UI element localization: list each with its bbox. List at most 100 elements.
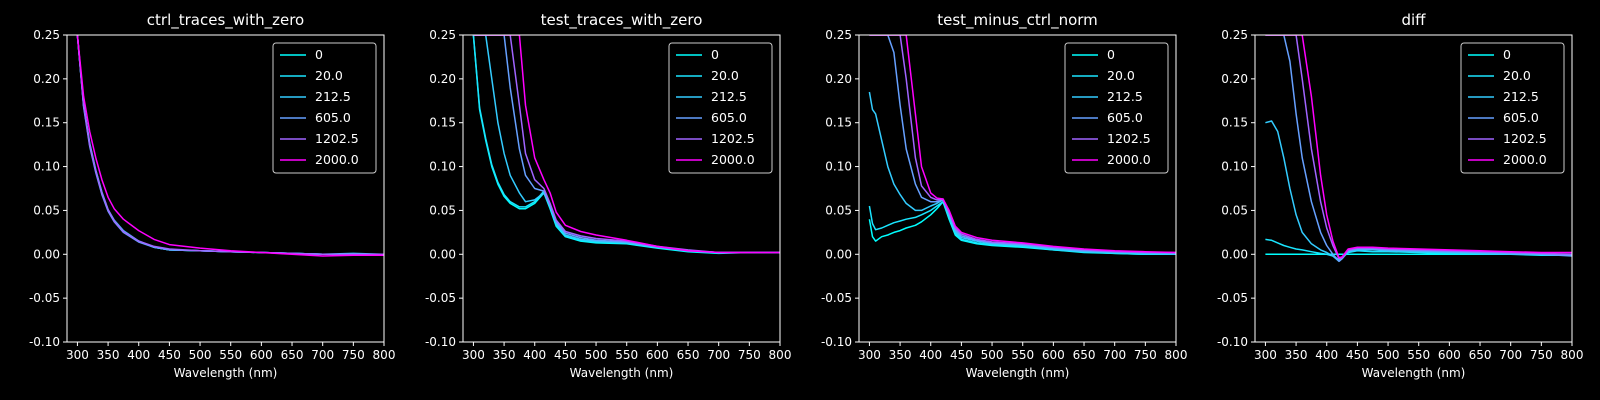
series-line-2000.0 [473,35,780,254]
y-tick-label: 0.25 [33,28,60,42]
x-tick-label: 700 [1103,348,1126,362]
y-tick-label: 0.15 [1221,116,1248,130]
series-line-605.0 [1265,35,1572,263]
y-tick-label: 0.10 [825,160,852,174]
legend-entry-2000.0: 2000.0 [1107,152,1151,167]
series-line-1202.5 [76,35,384,256]
chart-title: ctrl_traces_with_zero [147,11,304,30]
x-tick-label: 300 [66,348,89,362]
x-tick-label: 700 [311,348,334,362]
axes-frame [858,34,1177,343]
x-tick-label: 350 [889,348,912,362]
y-tick-label: 0.05 [825,203,852,217]
x-tick-label: 350 [1285,348,1308,362]
y-tick-label: 0.00 [429,247,456,261]
chart-panel-4: diff 300 350 400 450 500 550 600 650 700 750 800 -0.… [1217,11,1584,380]
legend-entry-20.0: 20.0 [315,68,343,83]
x-tick-label: 350 [493,348,516,362]
series-group [1265,35,1572,263]
legend-entry-0: 0 [1503,47,1511,62]
x-tick-label: 500 [981,348,1004,362]
x-tick-label: 550 [615,348,638,362]
panels: ctrl_traces_with_zero 300 350 400 450 500 550 6… [29,11,1584,380]
y-tick-label: 0.00 [825,247,852,261]
series-group [868,35,1176,256]
x-tick-label: 650 [1469,348,1492,362]
x-tick-label: 600 [1438,348,1461,362]
y-tick-label: -0.10 [29,335,60,349]
y-tick-label: 0.10 [429,160,456,174]
y-tick-label: 0.20 [33,72,60,86]
x-axis-label: Wavelength (nm) [1362,366,1466,380]
x-tick-label: 550 [1407,348,1430,362]
x-tick-label: 400 [1315,348,1338,362]
y-tick-label: -0.10 [425,335,456,349]
x-tick-label: 800 [769,348,792,362]
legend: 0 20.0 212.5 605.0 1202.5 2000.0 [1064,42,1169,174]
legend-entry-605.0: 605.0 [711,110,747,125]
y-tick-label: -0.05 [1217,291,1248,305]
x-tick-label: 300 [462,348,485,362]
chart-title: diff [1401,11,1426,29]
y-tick-label: 0.05 [33,203,60,217]
y-tick-label: 0.15 [429,116,456,130]
series-line-2000.0 [869,35,1176,254]
x-tick-label: 700 [1499,348,1522,362]
y-tick-label: 0.15 [33,116,60,130]
legend-entry-20.0: 20.0 [1503,68,1531,83]
y-tick-label: 0.20 [825,72,852,86]
y-tick-label: 0.15 [825,116,852,130]
y-tick-label: 0.05 [1221,203,1248,217]
legend: 0 20.0 212.5 605.0 1202.5 2000.0 [272,42,377,174]
x-tick-label: 400 [127,348,150,362]
x-tick-label: 650 [677,348,700,362]
x-tick-label: 500 [1377,348,1400,362]
series-line-1202.5 [869,35,1176,254]
x-tick-label: 550 [219,348,242,362]
x-tick-label: 650 [1073,348,1096,362]
legend-entry-212.5: 212.5 [1107,89,1143,104]
x-tick-label: 800 [373,348,396,362]
series-group [472,35,780,255]
y-tick-label: 0.00 [1221,247,1248,261]
legend-entry-0: 0 [711,47,719,62]
x-axis-label: Wavelength (nm) [570,366,674,380]
x-tick-label: 550 [1011,348,1034,362]
chart-panel-1: ctrl_traces_with_zero 300 350 400 450 500 550 6… [29,11,396,380]
legend-entry-0: 0 [1107,47,1115,62]
y-tick-label: 0.25 [825,28,852,42]
x-tick-label: 800 [1165,348,1188,362]
series-group [76,35,384,257]
legend-entry-0: 0 [315,47,323,62]
x-tick-label: 600 [250,348,273,362]
series-line-20.0 [1265,238,1572,261]
x-tick-label: 750 [1134,348,1157,362]
x-tick-label: 350 [97,348,120,362]
legend-entry-605.0: 605.0 [1503,110,1539,125]
series-line-2000.0 [1265,35,1572,259]
legend-entry-212.5: 212.5 [711,89,747,104]
x-axis-label: Wavelength (nm) [174,366,278,380]
x-tick-label: 700 [707,348,730,362]
legend-entry-1202.5: 1202.5 [315,131,359,146]
x-tick-label: 750 [738,348,761,362]
legend-entry-20.0: 20.0 [1107,68,1135,83]
y-tick-label: 0.00 [33,247,60,261]
y-tick-label: 0.20 [429,72,456,86]
x-tick-label: 450 [950,348,973,362]
y-tick-label: -0.10 [821,335,852,349]
x-tick-label: 800 [1561,348,1584,362]
legend-entry-212.5: 212.5 [1503,89,1539,104]
axes-frame [66,34,385,343]
y-tick-label: 0.10 [33,160,60,174]
legend-entry-1202.5: 1202.5 [711,131,755,146]
axes-frame [1254,34,1573,343]
y-tick-label: -0.10 [1217,335,1248,349]
legend-entry-2000.0: 2000.0 [1503,152,1547,167]
series-line-1202.5 [1265,35,1572,260]
y-tick-label: -0.05 [29,291,60,305]
x-tick-label: 650 [281,348,304,362]
series-line-212.5 [868,91,1176,256]
